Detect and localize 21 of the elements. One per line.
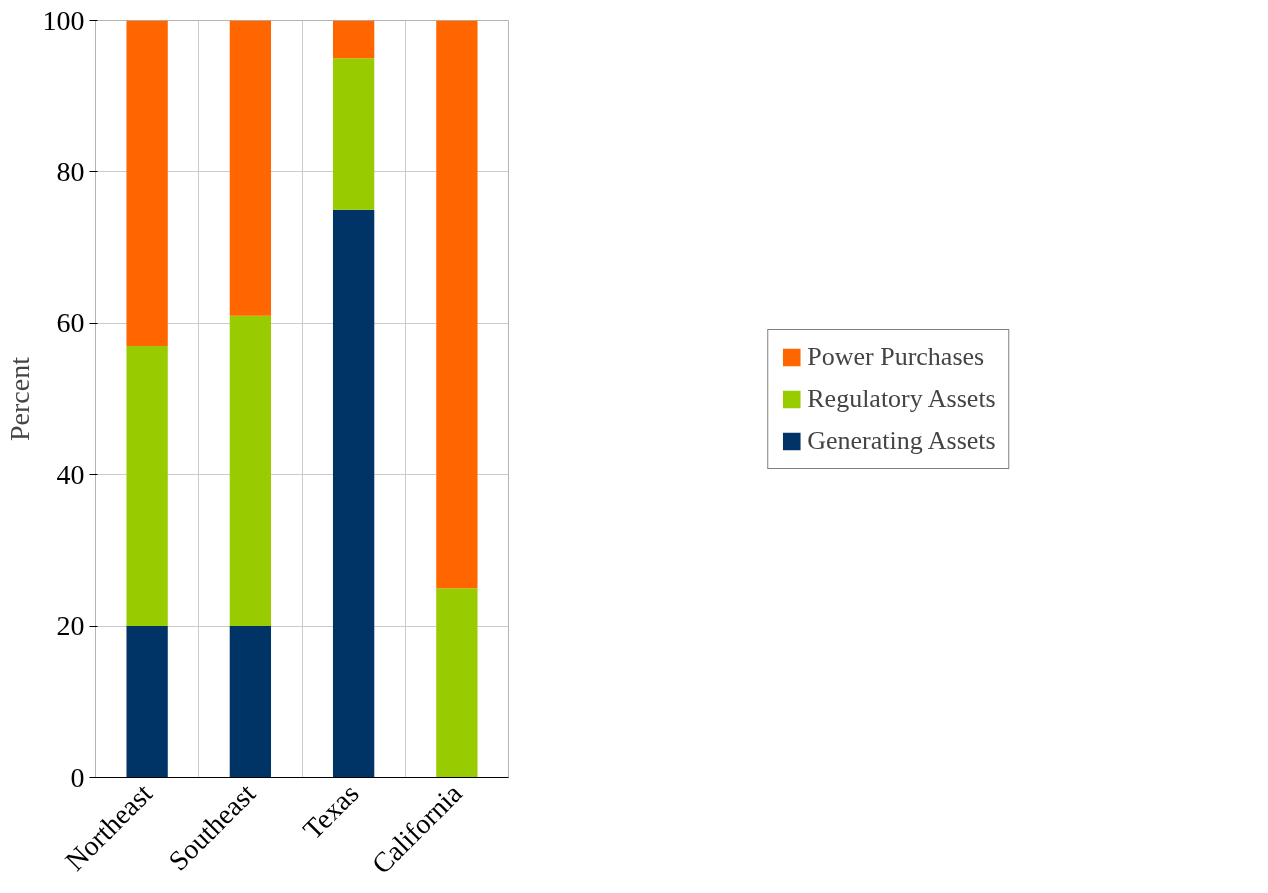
legend-label: Power Purchases xyxy=(807,341,985,372)
legend-label: Regulatory Assets xyxy=(807,383,996,414)
bar xyxy=(436,588,478,778)
bar xyxy=(126,626,168,778)
y-tick-label: 20 xyxy=(56,610,85,642)
legend-label: Generating Assets xyxy=(807,425,996,456)
bar xyxy=(436,20,478,589)
bar xyxy=(126,346,168,627)
y-tick-label: 60 xyxy=(56,307,85,339)
bar xyxy=(229,20,272,316)
bar xyxy=(126,20,168,347)
bar xyxy=(229,315,272,627)
bar xyxy=(229,626,272,778)
bar xyxy=(332,58,375,210)
y-tick-label: 40 xyxy=(56,458,85,490)
bar xyxy=(332,20,375,59)
y-axis-title: Percent xyxy=(3,356,35,441)
bar xyxy=(332,209,375,778)
y-tick-label: 80 xyxy=(56,155,85,187)
y-tick-label: 100 xyxy=(42,4,85,36)
y-tick-label: 0 xyxy=(70,761,85,793)
